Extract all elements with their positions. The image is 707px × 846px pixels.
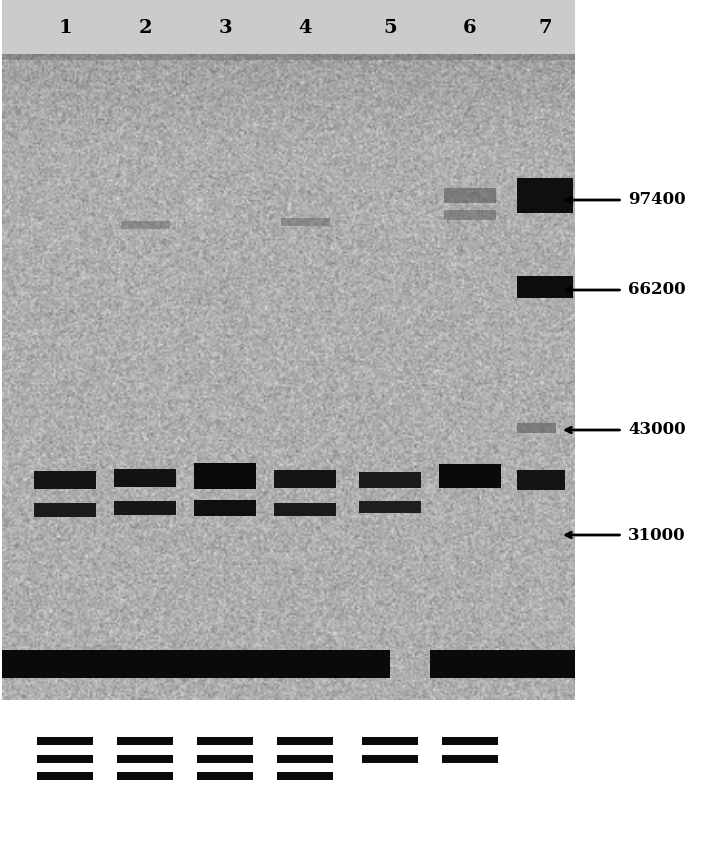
- Bar: [362, 737, 418, 745]
- Bar: [359, 501, 421, 513]
- Bar: [34, 471, 96, 489]
- Bar: [197, 755, 253, 763]
- Bar: [517, 470, 565, 490]
- Bar: [2, 0, 575, 60]
- Bar: [37, 772, 93, 780]
- Bar: [442, 755, 498, 763]
- Text: 66200: 66200: [628, 282, 686, 299]
- Text: 2: 2: [139, 19, 152, 37]
- Bar: [115, 469, 176, 487]
- Bar: [359, 472, 421, 488]
- Bar: [517, 276, 573, 298]
- Bar: [197, 737, 253, 745]
- Text: 43000: 43000: [628, 421, 686, 438]
- Bar: [117, 755, 173, 763]
- Bar: [362, 755, 418, 763]
- Bar: [117, 772, 173, 780]
- Bar: [117, 737, 173, 745]
- Text: 5: 5: [383, 19, 397, 37]
- Bar: [277, 772, 333, 780]
- Bar: [194, 463, 256, 489]
- Bar: [274, 470, 336, 488]
- Bar: [444, 210, 496, 220]
- Bar: [281, 218, 329, 226]
- Bar: [194, 500, 256, 516]
- Text: 4: 4: [298, 19, 312, 37]
- Bar: [517, 423, 556, 433]
- Bar: [37, 755, 93, 763]
- Bar: [444, 188, 496, 202]
- Bar: [120, 221, 170, 229]
- Bar: [430, 650, 575, 678]
- Bar: [37, 737, 93, 745]
- Bar: [34, 503, 96, 517]
- Bar: [517, 178, 573, 212]
- Bar: [442, 737, 498, 745]
- Text: 6: 6: [463, 19, 477, 37]
- Text: 7: 7: [538, 19, 551, 37]
- Bar: [274, 503, 336, 515]
- Text: 31000: 31000: [628, 526, 686, 543]
- Bar: [277, 755, 333, 763]
- Text: 3: 3: [218, 19, 232, 37]
- Bar: [2, 650, 390, 678]
- Bar: [197, 772, 253, 780]
- Bar: [277, 737, 333, 745]
- Text: 97400: 97400: [628, 191, 686, 208]
- Bar: [439, 464, 501, 488]
- Bar: [115, 501, 176, 515]
- Text: 1: 1: [58, 19, 72, 37]
